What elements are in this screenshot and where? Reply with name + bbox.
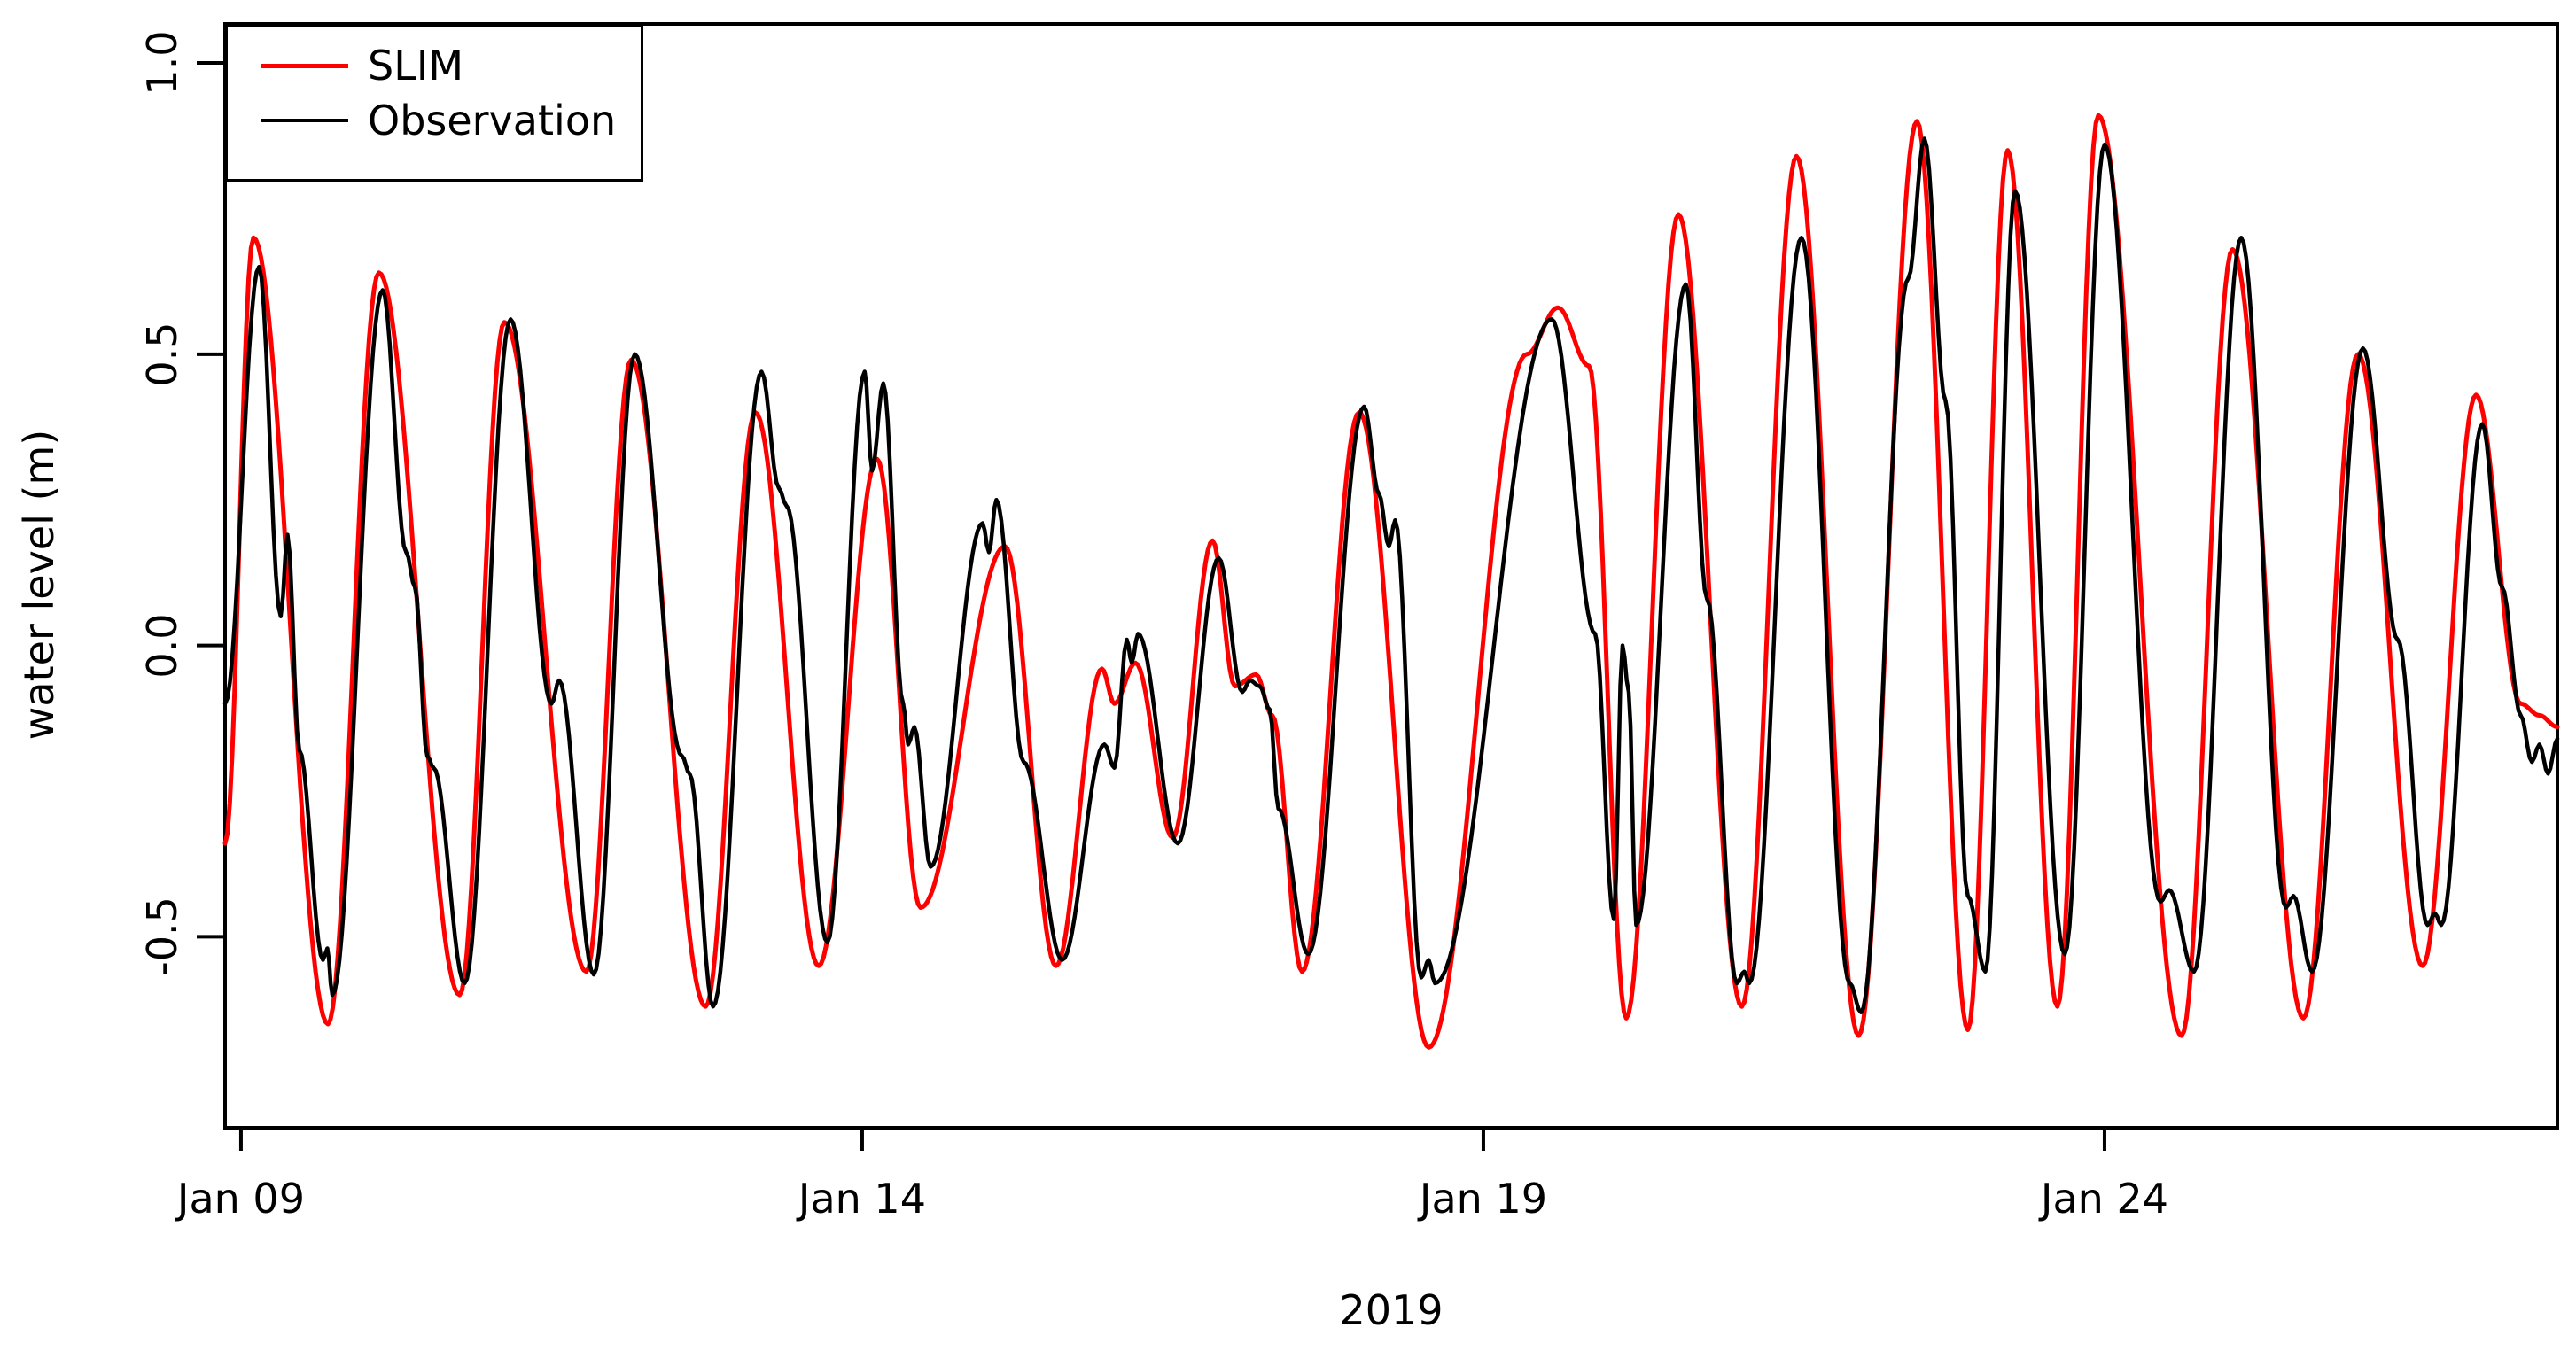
x-tick-label: Jan 24: [2040, 1175, 2168, 1223]
x-tick-label: Jan 19: [1419, 1175, 1547, 1223]
y-axis-title: water level (m): [15, 429, 63, 741]
x-tick-label: Jan 09: [176, 1175, 305, 1223]
series-line-slim: [222, 113, 2560, 1050]
x-tick-label: Jan 14: [798, 1175, 926, 1223]
legend-line-swatch-observation: [261, 119, 348, 122]
y-tick-label: 1.0: [138, 30, 186, 96]
plot-frame: [223, 22, 2559, 1130]
legend-entry-slim: SLIM: [228, 39, 641, 92]
y-tick-label: 0.5: [138, 322, 186, 387]
legend-label: Observation: [368, 97, 617, 144]
legend-box: SLIM Observation: [225, 24, 643, 182]
series-line-observation: [222, 136, 2560, 1015]
legend-label: SLIM: [368, 42, 464, 89]
y-tick-label: 0.0: [138, 612, 186, 679]
legend-line-swatch-slim: [261, 64, 348, 68]
y-tick-label: -0.5: [138, 897, 186, 977]
x-axis-title: 2019: [1339, 1286, 1444, 1334]
legend-entry-observation: Observation: [228, 94, 641, 147]
